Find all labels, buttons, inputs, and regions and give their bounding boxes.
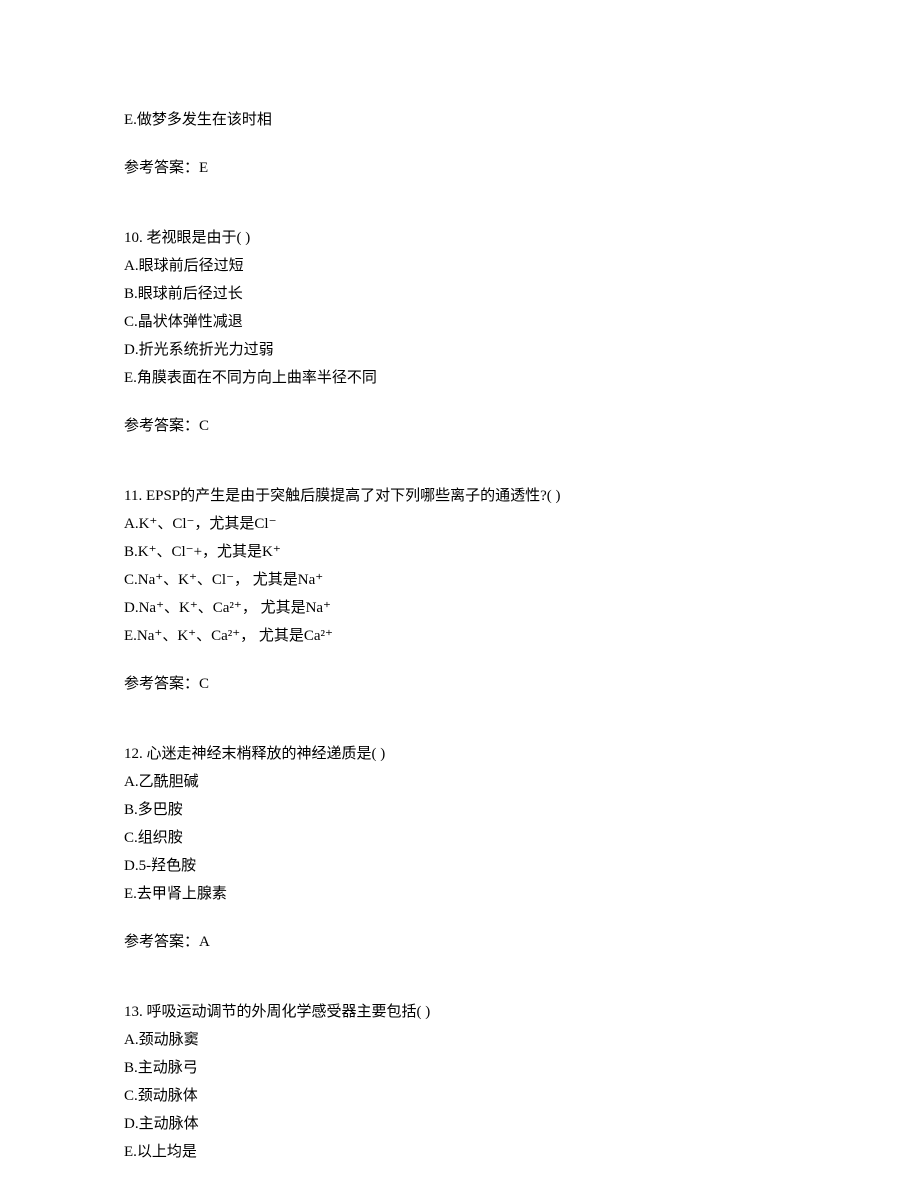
q12-answer: 参考答案：A <box>124 930 796 954</box>
q10-option-c: C.晶状体弹性减退 <box>124 310 796 334</box>
q12-option-b: B.多巴胺 <box>124 798 796 822</box>
q12-option-c: C.组织胺 <box>124 826 796 850</box>
q13-option-a: A.颈动脉窦 <box>124 1028 796 1052</box>
spacer <box>124 958 796 1000</box>
q12-option-d: D.5-羟色胺 <box>124 854 796 878</box>
spacer <box>124 652 796 672</box>
q12-stem: 12. 心迷走神经末梢释放的神经递质是( ) <box>124 742 796 766</box>
q10-option-b: B.眼球前后径过长 <box>124 282 796 306</box>
spacer <box>124 394 796 414</box>
q10-stem: 10. 老视眼是由于( ) <box>124 226 796 250</box>
q13-option-c: C.颈动脉体 <box>124 1084 796 1108</box>
q12-option-a: A.乙酰胆碱 <box>124 770 796 794</box>
q13-option-e: E.以上均是 <box>124 1140 796 1164</box>
spacer <box>124 136 796 156</box>
q11-option-a: A.K⁺、Cl⁻，尤其是Cl⁻ <box>124 512 796 536</box>
q10-option-a: A.眼球前后径过短 <box>124 254 796 278</box>
q13-option-b: B.主动脉弓 <box>124 1056 796 1080</box>
spacer <box>124 700 796 742</box>
q11-stem: 11. EPSP的产生是由于突触后膜提高了对下列哪些离子的通透性?( ) <box>124 484 796 508</box>
q10-answer: 参考答案：C <box>124 414 796 438</box>
q11-option-b: B.K⁺、Cl⁻+，尤其是K⁺ <box>124 540 796 564</box>
q10-option-e: E.角膜表面在不同方向上曲率半径不同 <box>124 366 796 390</box>
q10-option-d: D.折光系统折光力过弱 <box>124 338 796 362</box>
q13-option-d: D.主动脉体 <box>124 1112 796 1136</box>
spacer <box>124 184 796 226</box>
q11-option-c: C.Na⁺、K⁺、Cl⁻， 尤其是Na⁺ <box>124 568 796 592</box>
q11-option-d: D.Na⁺、K⁺、Ca²⁺， 尤其是Na⁺ <box>124 596 796 620</box>
spacer <box>124 910 796 930</box>
q9-option-e: E.做梦多发生在该时相 <box>124 108 796 132</box>
q11-option-e: E.Na⁺、K⁺、Ca²⁺， 尤其是Ca²⁺ <box>124 624 796 648</box>
q13-stem: 13. 呼吸运动调节的外周化学感受器主要包括( ) <box>124 1000 796 1024</box>
spacer <box>124 442 796 484</box>
q9-answer: 参考答案：E <box>124 156 796 180</box>
q11-answer: 参考答案：C <box>124 672 796 696</box>
q12-option-e: E.去甲肾上腺素 <box>124 882 796 906</box>
